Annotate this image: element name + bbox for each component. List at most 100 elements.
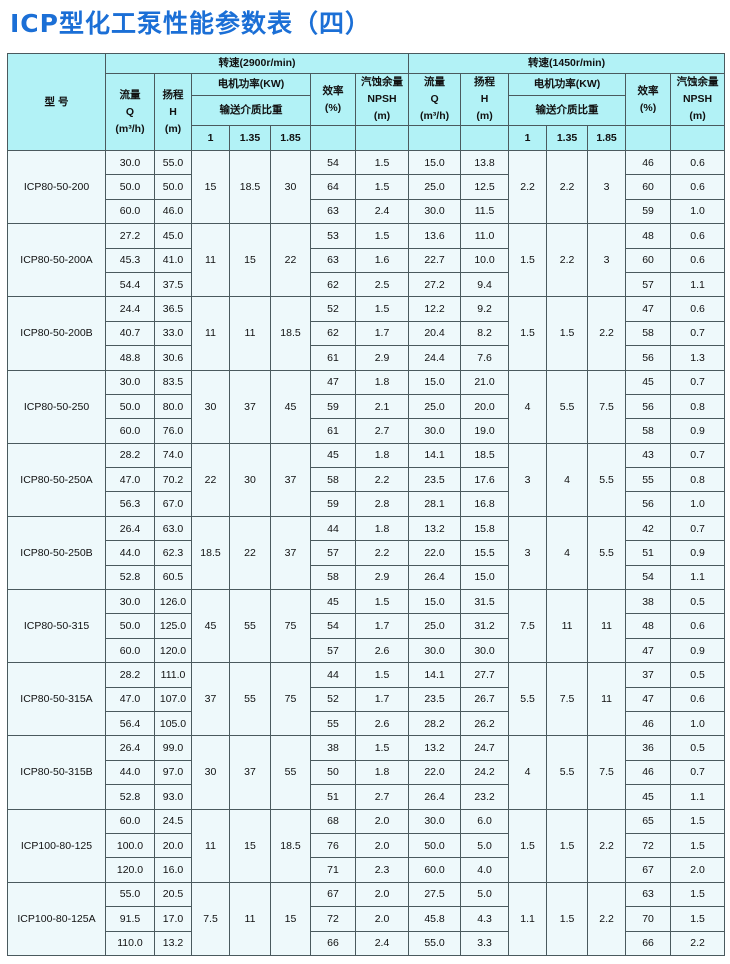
efficiency-cell: 52	[310, 296, 356, 322]
efficiency-low-cell: 58	[625, 320, 672, 347]
motor-power-low-cell: 3	[587, 149, 627, 225]
model-cell: ICP80-50-250A	[7, 442, 106, 517]
head-low-cell: 10.0	[460, 247, 510, 273]
header-efficiency: 效率 (%)	[310, 73, 356, 126]
npsh-low-cell: 0.5	[670, 589, 726, 615]
npsh-low-cell: 0.5	[670, 735, 726, 761]
motor-power-cell: 11	[191, 808, 230, 883]
flow-cell: 47.0	[105, 467, 155, 493]
npsh-cell: 1.5	[354, 174, 410, 200]
table-body: ICP80-50-200 30.0 55.0 15 18.5 30 54 1.5 15.0 13.…	[7, 149, 726, 956]
efficiency-low-cell: 45	[625, 784, 672, 810]
flow-cell: 100.0	[105, 832, 155, 859]
npsh-low-cell: 0.9	[670, 637, 726, 664]
model-cell: ICP80-50-315	[7, 589, 106, 664]
flow-low-cell: 13.6	[408, 223, 462, 249]
head-cell: 24.5	[154, 808, 192, 834]
motor-power-low-cell: 1.5	[508, 808, 548, 883]
npsh-cell: 2.3	[354, 857, 410, 883]
npsh-low-cell: 1.1	[670, 784, 726, 810]
head-cell: 20.0	[154, 832, 192, 859]
efficiency-cell: 62	[310, 320, 356, 347]
flow-low-cell: 25.0	[408, 613, 462, 639]
table-row: 45.3 41.0 63 1.6 22.7 10.0 60 0.6	[8, 247, 726, 273]
efficiency-cell: 67	[310, 881, 356, 908]
table-row: 110.0 13.2 66 2.4 55.0 3.3 66 2.2	[8, 930, 726, 956]
efficiency-cell: 58	[310, 467, 356, 493]
efficiency-low-cell: 63	[625, 881, 672, 908]
motor-power-cell: 22	[270, 223, 311, 298]
table-row: ICP80-50-250A 28.2 74.0 22 30 37 45 1.8 14.1 18.5…	[7, 442, 726, 517]
motor-power-cell: 15	[229, 808, 271, 883]
motor-power-low-cell: 1.5	[508, 223, 548, 298]
motor-power-low-cell: 1.5	[546, 881, 589, 956]
motor-power-cell: 37	[229, 369, 271, 444]
efficiency-low-cell: 59	[625, 198, 672, 225]
flow-cell: 44.0	[105, 759, 155, 786]
motor-power-cell: 11	[191, 223, 230, 298]
flow-cell: 30.0	[105, 369, 155, 395]
npsh-cell: 1.5	[354, 296, 410, 322]
npsh-low-cell: 1.5	[670, 881, 726, 908]
motor-power-cell: 11	[229, 881, 271, 956]
motor-power-cell: 55	[270, 735, 311, 810]
header-medium-density: 输送介质比重	[191, 95, 311, 126]
performance-table: 型 号 转速(2900r/min) 转速(1450r/min) 流量 Q (m³/h…	[7, 53, 726, 956]
npsh-low-cell: 1.0	[670, 198, 726, 225]
motor-power-cell: 30	[191, 735, 230, 810]
efficiency-cell: 38	[310, 735, 356, 761]
motor-power-cell: 75	[270, 589, 311, 664]
efficiency-cell: 45	[310, 589, 356, 615]
table-row: 52.8 93.0 51 2.7 26.4 23.2 45 1.1	[8, 784, 726, 810]
npsh-low-cell: 0.8	[670, 467, 726, 493]
head-cell: 37.5	[154, 271, 192, 298]
head-cell: 60.5	[154, 564, 192, 591]
head-cell: 30.6	[154, 345, 192, 371]
npsh-cell: 2.0	[354, 906, 410, 932]
header-speed-2900: 转速(2900r/min)	[104, 53, 410, 74]
motor-power-cell: 45	[270, 369, 311, 444]
npsh-cell: 2.1	[354, 393, 410, 420]
npsh-cell: 2.9	[354, 564, 410, 591]
motor-power-cell: 18.5	[229, 149, 271, 225]
efficiency-low-cell: 47	[625, 686, 672, 712]
motor-power-cell: 15	[270, 881, 311, 956]
table-row: 50.0 125.0 54 1.7 25.0 31.2 48 0.6	[8, 613, 726, 639]
flow-low-cell: 55.0	[408, 930, 462, 956]
motor-power-low-cell: 3	[508, 515, 548, 591]
header-head-low: 扬程 H (m)	[460, 73, 510, 126]
flow-low-cell: 50.0	[408, 832, 462, 859]
head-low-cell: 16.8	[460, 491, 510, 517]
head-cell: 50.0	[154, 174, 192, 200]
npsh-low-cell: 1.5	[670, 906, 726, 932]
head-low-cell: 31.2	[460, 613, 510, 639]
model-cell: ICP100-80-125	[7, 808, 106, 883]
head-cell: 36.5	[154, 296, 192, 322]
flow-cell: 56.4	[105, 710, 155, 737]
density-1-85-low: 1.85	[587, 125, 627, 151]
blank	[460, 125, 510, 151]
npsh-low-cell: 0.6	[670, 149, 726, 176]
head-cell: 46.0	[154, 198, 192, 225]
npsh-low-cell: 1.1	[670, 271, 726, 298]
head-cell: 45.0	[154, 223, 192, 249]
efficiency-low-cell: 46	[625, 710, 672, 737]
page-title: ICP型化工泵性能参数表（四）	[10, 9, 371, 38]
table-row: 47.0 107.0 52 1.7 23.5 26.7 47 0.6	[8, 686, 726, 712]
efficiency-low-cell: 47	[625, 637, 672, 664]
table-row: 50.0 80.0 59 2.1 25.0 20.0 56 0.8	[8, 393, 726, 420]
efficiency-low-cell: 37	[625, 662, 672, 688]
npsh-cell: 1.8	[354, 442, 410, 469]
head-low-cell: 11.5	[460, 198, 510, 225]
efficiency-low-cell: 38	[625, 589, 672, 615]
table-row: 60.0 76.0 61 2.7 30.0 19.0 58 0.9	[8, 418, 726, 444]
npsh-low-cell: 0.7	[670, 369, 726, 395]
npsh-low-cell: 0.6	[670, 613, 726, 639]
table-row: 56.3 67.0 59 2.8 28.1 16.8 56 1.0	[8, 491, 726, 517]
flow-cell: 52.8	[105, 564, 155, 591]
motor-power-cell: 37	[270, 442, 311, 517]
efficiency-low-cell: 43	[625, 442, 672, 469]
motor-power-low-cell: 1.5	[546, 296, 589, 371]
table-row: 48.8 30.6 61 2.9 24.4 7.6 56 1.3	[8, 345, 726, 371]
model-cell: ICP80-50-200A	[7, 223, 106, 298]
